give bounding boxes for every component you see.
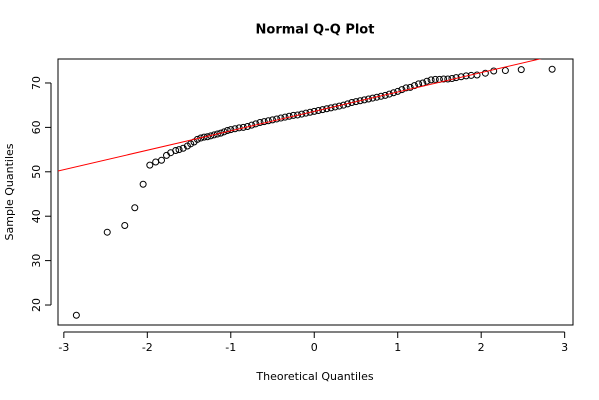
point	[213, 130, 221, 138]
x-tick-label: -1	[225, 341, 236, 354]
y-tick-label: 30	[30, 254, 43, 268]
point	[402, 84, 410, 92]
point	[473, 71, 481, 79]
point	[152, 158, 160, 166]
point	[319, 106, 327, 114]
x-tick-label: 0	[311, 341, 318, 354]
y-tick-label: 20	[30, 298, 43, 312]
point	[269, 116, 277, 124]
point	[72, 311, 80, 319]
point	[356, 97, 364, 105]
point	[423, 77, 431, 85]
point	[103, 228, 111, 236]
y-tick-label: 50	[30, 165, 43, 179]
point	[281, 113, 289, 121]
point	[348, 99, 356, 107]
y-axis-label: Sample Quantiles	[3, 143, 16, 240]
point	[517, 66, 525, 74]
point	[431, 75, 439, 83]
x-axis-label: Theoretical Quantiles	[255, 370, 373, 383]
point	[406, 83, 414, 91]
point	[490, 67, 498, 75]
point	[302, 109, 310, 117]
point	[217, 129, 225, 137]
point	[131, 204, 139, 212]
point	[440, 75, 448, 83]
point	[175, 146, 183, 154]
x-tick-label: -2	[142, 341, 153, 354]
point	[427, 76, 435, 84]
point	[314, 107, 322, 115]
point	[398, 86, 406, 94]
point	[501, 67, 509, 75]
point	[179, 144, 187, 152]
point	[187, 140, 195, 148]
chart-title: Normal Q-Q Plot	[256, 23, 375, 38]
y-tick-label: 60	[30, 120, 43, 134]
point	[139, 180, 147, 188]
plot-area	[58, 59, 556, 319]
y-tick-label: 70	[30, 76, 43, 90]
point	[444, 75, 452, 83]
point	[548, 65, 556, 73]
x-tick-label: 3	[561, 341, 568, 354]
point	[360, 96, 368, 104]
point	[264, 117, 272, 125]
point	[172, 146, 180, 154]
x-tick-label: 1	[394, 341, 401, 354]
point	[200, 133, 208, 141]
point	[146, 161, 154, 169]
plot-frame	[57, 58, 574, 326]
point	[121, 222, 129, 230]
point	[306, 108, 314, 116]
point	[481, 69, 489, 77]
point	[158, 156, 166, 164]
point	[310, 107, 318, 115]
point	[260, 118, 268, 126]
point	[385, 90, 393, 98]
point	[365, 95, 373, 103]
point	[352, 98, 360, 106]
x-tick-label: 2	[478, 341, 485, 354]
reference-line	[58, 59, 542, 172]
point	[256, 119, 264, 127]
y-tick-label: 40	[30, 209, 43, 223]
point	[410, 82, 418, 90]
x-tick-label: -3	[58, 341, 69, 354]
